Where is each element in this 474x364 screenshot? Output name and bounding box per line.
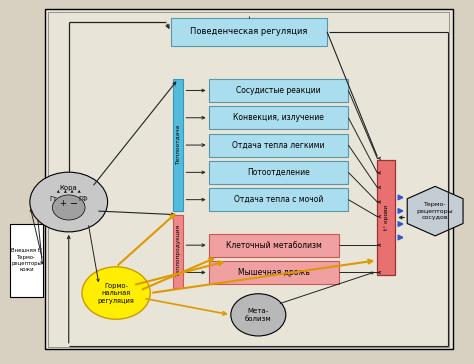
- Text: Потоотделение: Потоотделение: [247, 168, 310, 177]
- Circle shape: [30, 172, 108, 232]
- FancyBboxPatch shape: [173, 215, 183, 288]
- FancyBboxPatch shape: [209, 234, 339, 257]
- Text: Клеточный метаболизм: Клеточный метаболизм: [226, 241, 322, 250]
- Text: Термо-
рецепторы
сосудов: Термо- рецепторы сосудов: [417, 202, 454, 220]
- Text: Внешняя t°
Термо-
рецепторы
кожи: Внешняя t° Термо- рецепторы кожи: [11, 249, 42, 272]
- Text: Гт: Гт: [50, 196, 57, 202]
- Text: Мышечная дрожь: Мышечная дрожь: [238, 268, 310, 277]
- Text: Отдача тепла с мочой: Отдача тепла с мочой: [234, 195, 323, 204]
- FancyBboxPatch shape: [209, 134, 348, 157]
- FancyBboxPatch shape: [45, 9, 453, 349]
- FancyBboxPatch shape: [209, 188, 348, 211]
- Text: Сосудистые реакции: Сосудистые реакции: [236, 86, 321, 95]
- FancyBboxPatch shape: [171, 18, 327, 46]
- FancyBboxPatch shape: [209, 106, 348, 129]
- Text: Отдача тепла легкими: Отдача тепла легкими: [232, 141, 325, 150]
- Text: −: −: [70, 199, 79, 209]
- Text: ГФ: ГФ: [78, 196, 88, 202]
- Text: +: +: [59, 199, 65, 208]
- Text: Поведенческая регуляция: Поведенческая регуляция: [190, 27, 308, 36]
- Text: Гормо-
нальная
регуляция: Гормо- нальная регуляция: [98, 282, 135, 304]
- Circle shape: [82, 267, 150, 319]
- FancyBboxPatch shape: [173, 79, 183, 211]
- Text: Кора: Кора: [60, 185, 78, 191]
- Text: t° крови: t° крови: [384, 205, 389, 230]
- FancyBboxPatch shape: [377, 160, 395, 275]
- FancyBboxPatch shape: [10, 224, 43, 297]
- Text: Теплопродукция: Теплопродукция: [176, 225, 181, 277]
- Text: Мета-
болизм: Мета- болизм: [245, 308, 272, 322]
- Circle shape: [53, 195, 85, 220]
- Text: Теплоотдача: Теплоотдача: [176, 125, 181, 165]
- FancyBboxPatch shape: [209, 161, 348, 184]
- FancyBboxPatch shape: [209, 79, 348, 102]
- Circle shape: [231, 294, 286, 336]
- FancyBboxPatch shape: [209, 261, 339, 284]
- Text: Конвекция, излучение: Конвекция, излучение: [233, 113, 324, 122]
